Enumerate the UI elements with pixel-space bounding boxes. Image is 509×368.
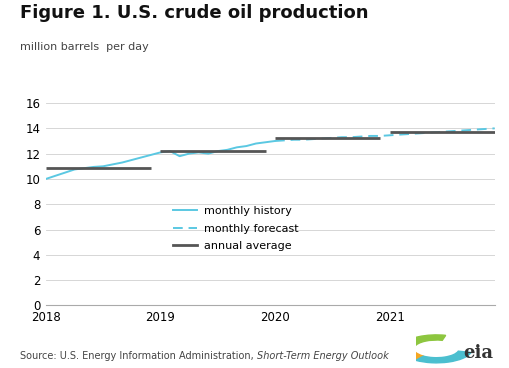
Wedge shape: [400, 345, 422, 360]
Wedge shape: [415, 351, 470, 363]
Text: Source: U.S. Energy Information Administration,: Source: U.S. Energy Information Administ…: [20, 351, 257, 361]
Text: Short-Term Energy Outlook: Short-Term Energy Outlook: [257, 351, 388, 361]
Wedge shape: [401, 335, 445, 347]
Legend: monthly history, monthly forecast, annual average: monthly history, monthly forecast, annua…: [168, 202, 302, 255]
Text: eia: eia: [462, 344, 492, 361]
Text: Figure 1. U.S. crude oil production: Figure 1. U.S. crude oil production: [20, 4, 368, 22]
Text: million barrels  per day: million barrels per day: [20, 42, 149, 52]
